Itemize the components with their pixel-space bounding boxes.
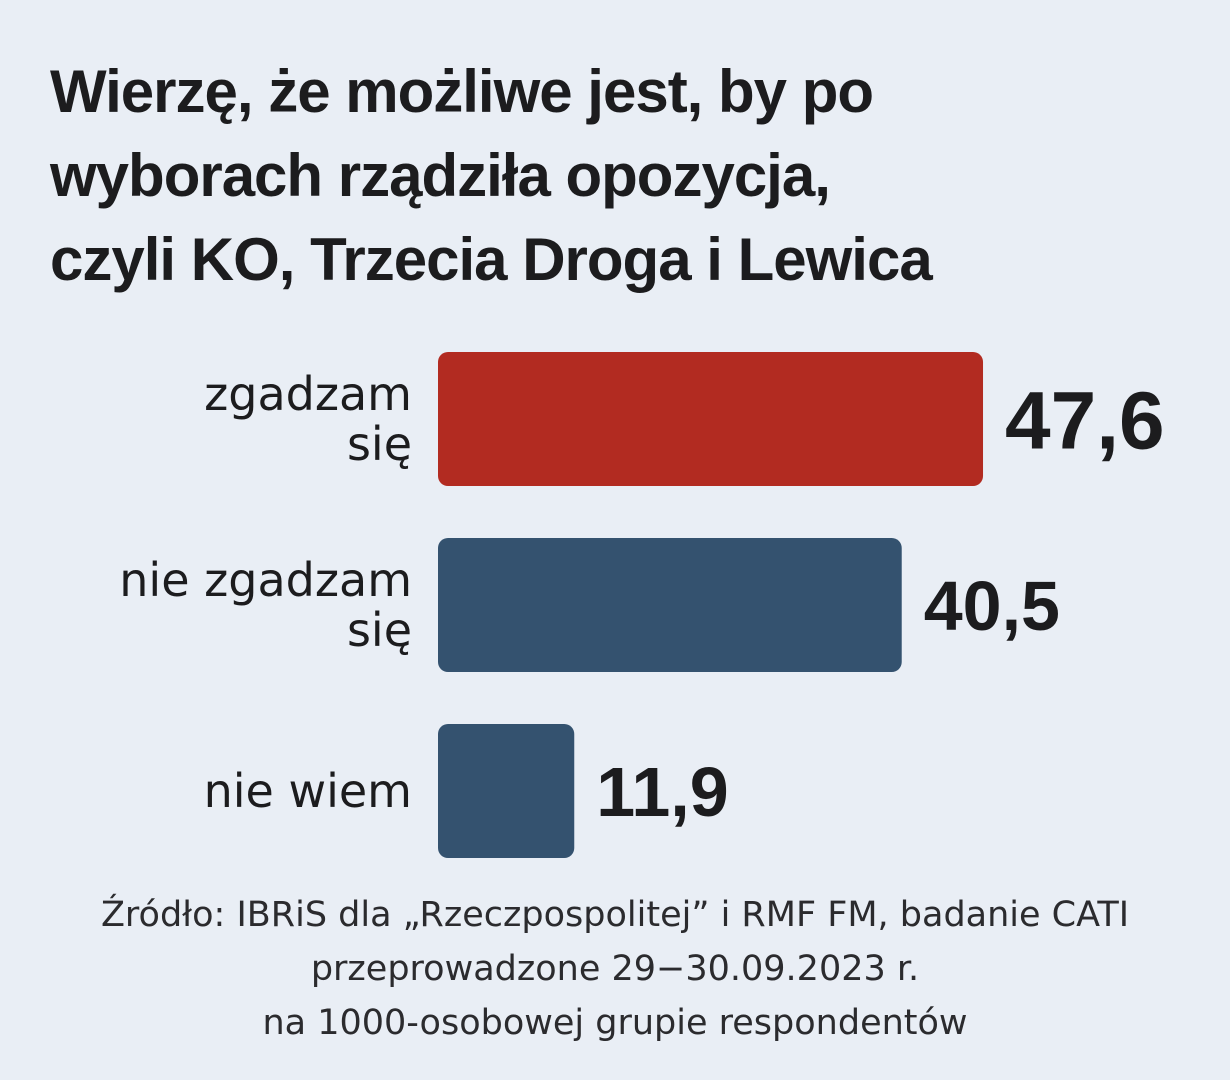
value-label-1: 47,6: [1005, 376, 1165, 467]
title-line-3: czyli KO, Trzecia Droga i Lewica: [50, 226, 933, 293]
source-line-3: na 1000-osobowej grupie respondentów: [262, 1003, 968, 1043]
category-label-1-line-1: zgadzam: [204, 367, 412, 421]
source-line-2: przeprowadzone 29−30.09.2023 r.: [310, 949, 920, 989]
category-label-3-line-1: nie wiem: [204, 764, 412, 818]
category-label-1-line-2: się: [347, 417, 412, 471]
title-line-2: wyborach rządziła opozycja,: [50, 142, 831, 209]
bar-2: [438, 538, 902, 672]
source-note: Źródło: IBRiS dla „Rzeczpospolitej” i RM…: [0, 888, 1230, 1050]
title-line-1: Wierzę, że możliwe jest, by po: [50, 58, 874, 125]
source-line-1: Źródło: IBRiS dla „Rzeczpospolitej” i RM…: [100, 895, 1130, 935]
value-label-3: 11,9: [596, 753, 728, 831]
bar-1: [438, 352, 984, 486]
value-label-2: 40,5: [924, 567, 1060, 645]
chart-title: Wierzę, że możliwe jest, by po wyborach …: [50, 50, 1200, 302]
category-label-2-line-2: się: [347, 603, 412, 657]
category-label-2-line-1: nie zgadzam: [119, 553, 412, 607]
bar-3: [438, 724, 575, 858]
